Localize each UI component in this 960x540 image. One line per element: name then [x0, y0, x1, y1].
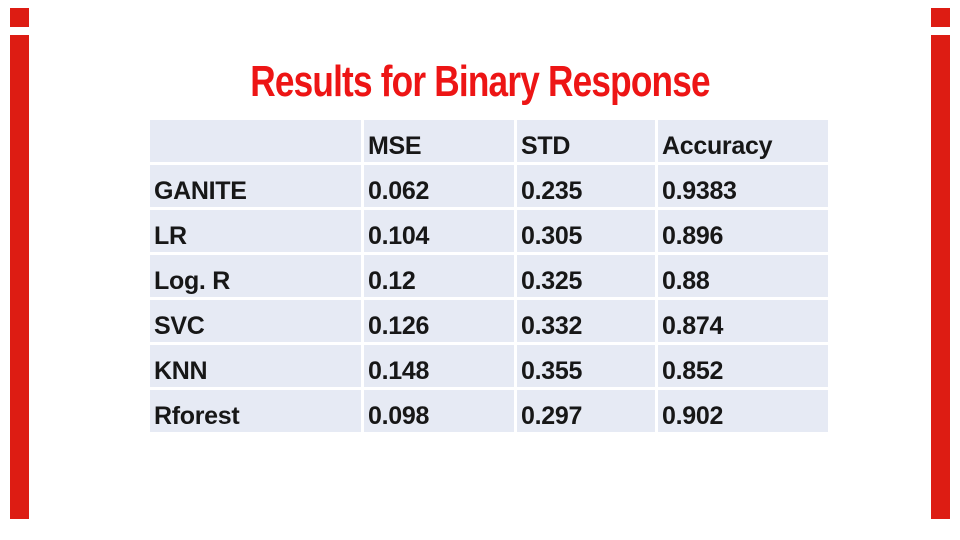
mse-value: 0.062: [364, 165, 514, 207]
header-cell-empty: [150, 120, 361, 162]
mse-value: 0.148: [364, 345, 514, 387]
accuracy-value: 0.902: [658, 390, 828, 432]
slide-border-bar-right: [931, 35, 950, 519]
mse-value: 0.104: [364, 210, 514, 252]
slide-border-corner-top-left: [10, 8, 29, 27]
std-value: 0.297: [517, 390, 655, 432]
accuracy-value: 0.874: [658, 300, 828, 342]
std-value: 0.325: [517, 255, 655, 297]
std-value: 0.235: [517, 165, 655, 207]
model-label: SVC: [150, 300, 361, 342]
mse-value: 0.098: [364, 390, 514, 432]
model-label: GANITE: [150, 165, 361, 207]
slide-title: Results for Binary Response: [250, 57, 710, 106]
model-label: KNN: [150, 345, 361, 387]
std-value: 0.305: [517, 210, 655, 252]
model-label: Rforest: [150, 390, 361, 432]
accuracy-value: 0.88: [658, 255, 828, 297]
header-cell-mse: MSE: [364, 120, 514, 162]
mse-value: 0.126: [364, 300, 514, 342]
mse-value: 0.12: [364, 255, 514, 297]
std-value: 0.332: [517, 300, 655, 342]
slide-border-bar-left: [10, 35, 29, 519]
slide-border-corner-top-right: [931, 8, 950, 27]
results-table: MSE STD Accuracy GANITE 0.062 0.235 0.93…: [150, 120, 828, 432]
accuracy-value: 0.896: [658, 210, 828, 252]
std-value: 0.355: [517, 345, 655, 387]
accuracy-value: 0.9383: [658, 165, 828, 207]
header-cell-accuracy: Accuracy: [658, 120, 828, 162]
model-label: LR: [150, 210, 361, 252]
accuracy-value: 0.852: [658, 345, 828, 387]
model-label: Log. R: [150, 255, 361, 297]
header-cell-std: STD: [517, 120, 655, 162]
